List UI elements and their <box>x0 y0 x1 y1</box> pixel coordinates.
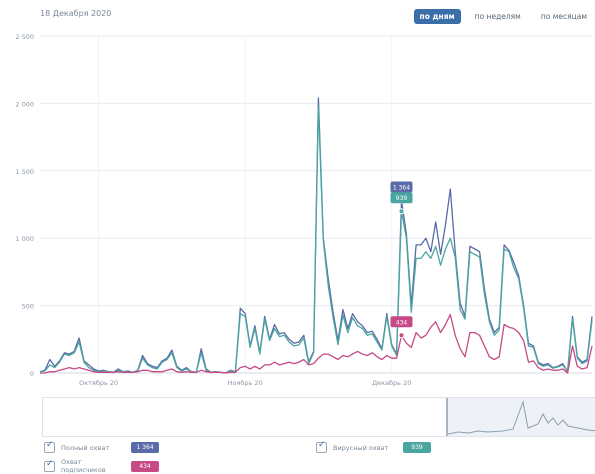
legend-label-viral-reach: Вирусный охват <box>333 443 389 452</box>
y-tick-label: 1 000 <box>15 235 34 243</box>
y-tick-label: 2 500 <box>15 33 34 41</box>
tooltip-point <box>398 208 405 215</box>
legend-label-subscriber-reach: Охват подписчиков <box>61 458 106 474</box>
y-tick-label: 1 500 <box>15 168 34 176</box>
legend-label-full-reach: Полный охват <box>61 443 110 452</box>
tooltip-badge <box>390 316 413 328</box>
tab-by-months[interactable]: по месяцам <box>540 12 587 21</box>
legend-item-subscriber-reach[interactable]: Охват подписчиков 434 <box>44 458 159 474</box>
tooltip-label: 434 <box>396 319 408 326</box>
chart-navigator[interactable] <box>42 397 595 437</box>
checkbox-subscriber-reach[interactable] <box>44 459 55 472</box>
checkbox-viral-reach[interactable] <box>316 440 327 453</box>
checkbox-full-reach[interactable] <box>44 440 55 453</box>
x-tick-label: Ноябрь 20 <box>228 379 263 387</box>
x-tick-label: Октябрь 20 <box>79 379 118 387</box>
reach-line-chart[interactable]: 0 500 1 000 1 500 2 000 2 500 Октябрь 20 Ноябрь… <box>0 28 595 398</box>
period-tabs: по дням по неделям по месяцам <box>413 9 593 24</box>
legend-item-viral-reach[interactable]: Вирусный охват 939 <box>316 440 431 453</box>
navigator-sparkline <box>448 400 595 435</box>
legend-value-subscriber-reach: 434 <box>131 460 159 472</box>
y-tick-label: 2 000 <box>15 100 34 108</box>
legend-value-full-reach: 1 364 <box>131 442 159 453</box>
tab-by-days[interactable]: по дням <box>413 9 461 24</box>
chart-legend: Полный охват 1 364 Вирусный охват 939 Ох… <box>40 438 595 474</box>
y-tick-label: 0 <box>30 370 34 378</box>
tooltip-label: 939 <box>396 195 408 202</box>
tooltip-label: 1 364 <box>393 184 410 191</box>
tooltip-badge <box>390 192 413 204</box>
navigator-window[interactable] <box>446 398 595 436</box>
tab-by-weeks[interactable]: по неделям <box>474 12 521 21</box>
tooltip-point <box>398 332 405 339</box>
legend-value-viral-reach: 939 <box>403 442 431 453</box>
date-label: 18 Декабря 2020 <box>40 9 112 18</box>
y-tick-label: 500 <box>22 303 34 311</box>
series-line-1 <box>39 105 593 374</box>
tooltip-badge <box>390 181 413 193</box>
series-line-2 <box>40 313 593 374</box>
x-tick-label: Декабрь 20 <box>372 379 411 387</box>
legend-item-full-reach[interactable]: Полный охват 1 364 <box>44 440 159 453</box>
